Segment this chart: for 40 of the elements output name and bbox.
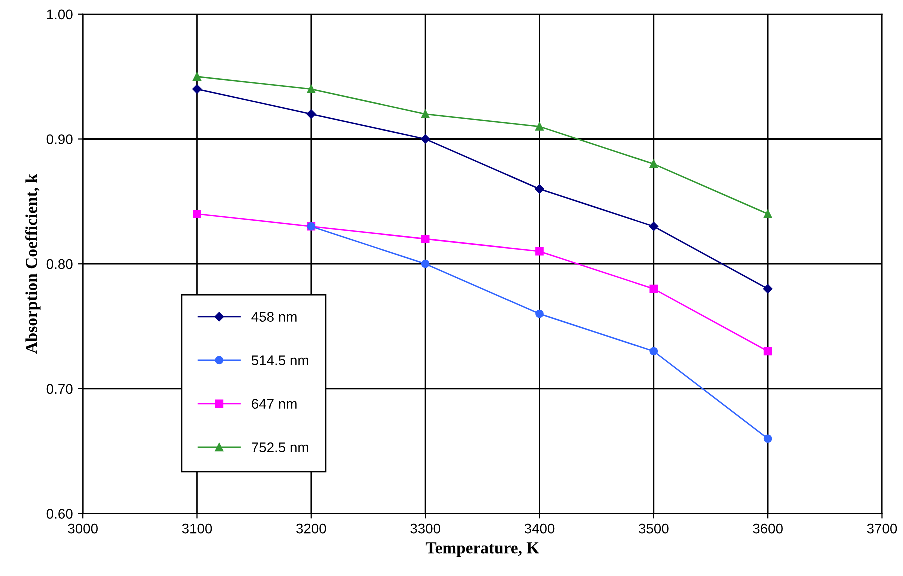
y-axis-title: Absorption Coefficient, k [25, 174, 41, 354]
point [421, 110, 430, 118]
legend-label: 752.5 nm [252, 442, 308, 452]
point [763, 284, 773, 294]
x-tick-label: 3700 [867, 524, 898, 534]
point [306, 110, 316, 119]
y-tick-label: 0.70 [46, 384, 73, 394]
legend-label: 458 nm [252, 312, 297, 322]
point [536, 247, 544, 256]
point [764, 347, 772, 356]
x-tick-label: 3000 [68, 524, 98, 534]
point [649, 222, 659, 232]
x-tick-label: 3500 [638, 524, 669, 534]
x-axis-title: Temperature, K [426, 542, 540, 558]
x-tick-label: 3100 [182, 524, 212, 534]
point [535, 184, 544, 194]
point [421, 234, 430, 244]
point [650, 347, 658, 356]
y-tick-label: 0.60 [46, 509, 73, 519]
legend-label: 647 nm [252, 399, 297, 409]
point [536, 122, 544, 131]
point [420, 134, 430, 144]
point [764, 434, 772, 444]
x-tick-label: 3300 [410, 524, 440, 534]
point [764, 210, 772, 218]
point [307, 85, 316, 94]
y-tick-label: 0.90 [46, 134, 73, 144]
x-tick-label: 3200 [296, 524, 326, 534]
point [421, 260, 430, 268]
x-tick-label: 3400 [524, 524, 555, 534]
y-tick-label: 1.00 [47, 10, 73, 20]
point [650, 160, 658, 168]
point [650, 284, 658, 294]
y-tick-label: 0.80 [46, 259, 73, 270]
point [193, 72, 202, 81]
x-tick-label: 3600 [753, 524, 783, 534]
point [193, 210, 202, 218]
legend-label: 514.5 nm [252, 356, 308, 366]
point [192, 84, 202, 94]
point [536, 310, 544, 318]
